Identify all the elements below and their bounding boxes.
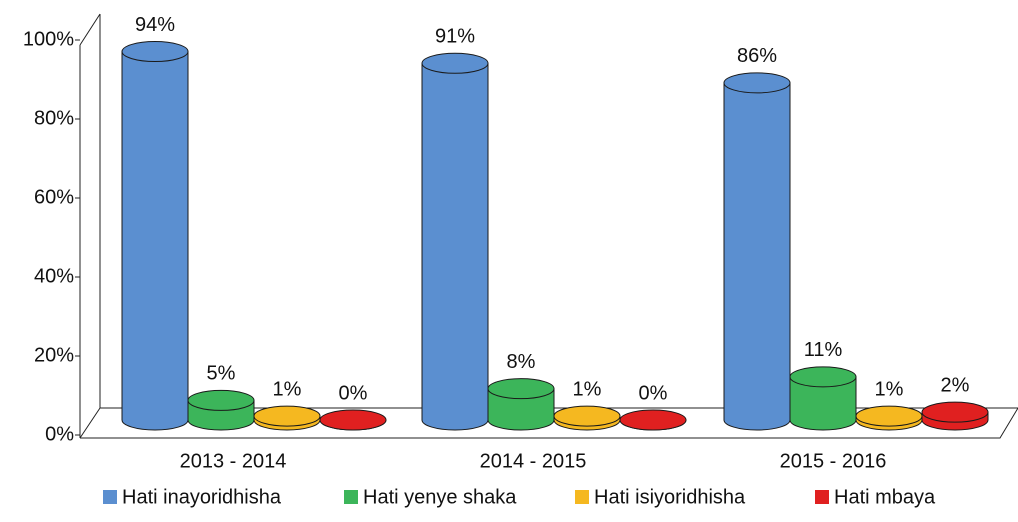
value-label: 1% (273, 378, 302, 400)
cylinder-top (421, 52, 489, 74)
value-label: 8% (507, 351, 536, 373)
y-tick-label: 80% (34, 107, 74, 129)
legend-swatch (575, 490, 589, 504)
value-label: 0% (639, 382, 668, 404)
cylinder-body (487, 388, 555, 431)
cylinder-body (789, 376, 857, 431)
value-label: 94% (135, 14, 175, 36)
x-tick-label: 2015 - 2016 (780, 450, 887, 472)
y-tick-label: 60% (34, 186, 74, 208)
cylinder-body (421, 62, 489, 431)
x-tick-label: 2013 - 2014 (180, 450, 287, 472)
cylinder-top (789, 366, 857, 388)
value-label: 11% (804, 339, 843, 361)
legend-swatch (815, 490, 829, 504)
value-label: 91% (435, 26, 475, 48)
legend-label: Hati inayoridhisha (122, 486, 282, 508)
x-tick-label: 2014 - 2015 (480, 450, 587, 472)
cylinder-top (121, 41, 189, 63)
value-label: 1% (875, 378, 904, 400)
legend-label: Hati isiyoridhisha (594, 486, 746, 508)
legend-swatch (344, 490, 358, 504)
cylinder-top (855, 405, 923, 427)
cylinder-top (487, 378, 555, 400)
legend-label: Hati yenye shaka (363, 486, 517, 508)
y-tick-label: 0% (45, 423, 74, 445)
back-wall (79, 13, 101, 439)
value-label: 0% (339, 382, 368, 404)
cylinder-top (619, 409, 687, 431)
legend-swatch (103, 490, 117, 504)
legend-label: Hati mbaya (834, 486, 936, 508)
value-label: 1% (573, 378, 602, 400)
cylinder-top (921, 401, 989, 423)
cylinder-top (253, 405, 321, 427)
cylinder-top (187, 389, 255, 411)
value-label: 86% (737, 45, 777, 67)
value-label: 5% (207, 363, 236, 385)
cylinder-top (553, 405, 621, 427)
y-tick-label: 100% (23, 28, 74, 50)
y-tick-label: 40% (34, 265, 74, 287)
cylinder-body (121, 51, 189, 431)
floor (80, 407, 1018, 439)
y-tick-label: 20% (34, 344, 74, 366)
value-label: 2% (941, 374, 970, 396)
cylinder-top (723, 72, 791, 94)
cylinder-top (319, 409, 387, 431)
cylinder-body (723, 82, 791, 431)
